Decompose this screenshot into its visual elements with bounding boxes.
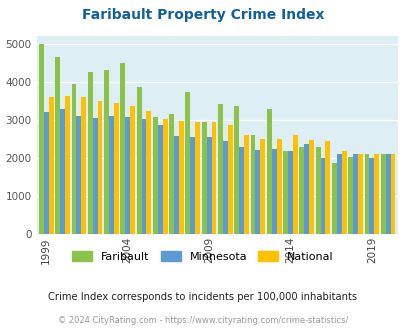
Bar (222, 141, 227, 234)
Bar (364, 154, 369, 234)
Bar (60, 109, 65, 234)
Bar (136, 86, 141, 234)
Bar (158, 125, 162, 234)
Bar (104, 70, 109, 234)
Bar (315, 147, 320, 234)
Bar (341, 150, 346, 234)
Bar (195, 122, 200, 234)
Bar (385, 154, 390, 234)
Bar (250, 135, 255, 234)
Bar (303, 144, 309, 234)
Bar (282, 151, 287, 234)
Bar (331, 163, 336, 234)
Bar (243, 135, 248, 234)
Legend: Faribault, Minnesota, National: Faribault, Minnesota, National (72, 251, 333, 262)
Bar (276, 139, 281, 234)
Bar (55, 57, 60, 234)
Bar (39, 44, 44, 234)
Bar (179, 121, 183, 234)
Bar (120, 63, 125, 234)
Bar (380, 154, 385, 234)
Text: Crime Index corresponds to incidents per 100,000 inhabitants: Crime Index corresponds to incidents per… (48, 292, 357, 302)
Bar (185, 91, 190, 234)
Bar (44, 113, 49, 234)
Bar (87, 72, 92, 234)
Bar (141, 118, 146, 234)
Bar (357, 154, 362, 234)
Bar (169, 114, 174, 234)
Bar (97, 101, 102, 234)
Bar (266, 109, 271, 234)
Bar (352, 154, 357, 234)
Bar (206, 137, 211, 234)
Bar (76, 116, 81, 234)
Bar (211, 122, 216, 234)
Bar (174, 136, 179, 234)
Bar (347, 157, 352, 234)
Bar (190, 137, 195, 234)
Bar (234, 106, 239, 234)
Bar (162, 118, 167, 234)
Bar (113, 103, 118, 234)
Bar (292, 135, 297, 234)
Bar (309, 140, 313, 234)
Bar (373, 154, 378, 234)
Bar (298, 147, 303, 234)
Bar (92, 118, 97, 234)
Bar (65, 96, 70, 234)
Bar (260, 139, 264, 234)
Bar (130, 106, 135, 234)
Bar (125, 117, 130, 234)
Bar (325, 141, 330, 234)
Bar (336, 154, 341, 234)
Bar (239, 147, 243, 234)
Bar (227, 125, 232, 234)
Bar (109, 116, 113, 234)
Bar (369, 158, 373, 234)
Bar (71, 83, 76, 234)
Bar (255, 150, 260, 234)
Bar (153, 117, 158, 234)
Bar (320, 158, 325, 234)
Text: © 2024 CityRating.com - https://www.cityrating.com/crime-statistics/: © 2024 CityRating.com - https://www.city… (58, 316, 347, 325)
Bar (390, 154, 394, 234)
Bar (49, 97, 53, 234)
Bar (81, 97, 86, 234)
Bar (201, 122, 206, 234)
Text: Faribault Property Crime Index: Faribault Property Crime Index (81, 8, 324, 22)
Bar (271, 149, 276, 234)
Bar (217, 104, 222, 234)
Bar (146, 111, 151, 234)
Bar (287, 150, 292, 234)
